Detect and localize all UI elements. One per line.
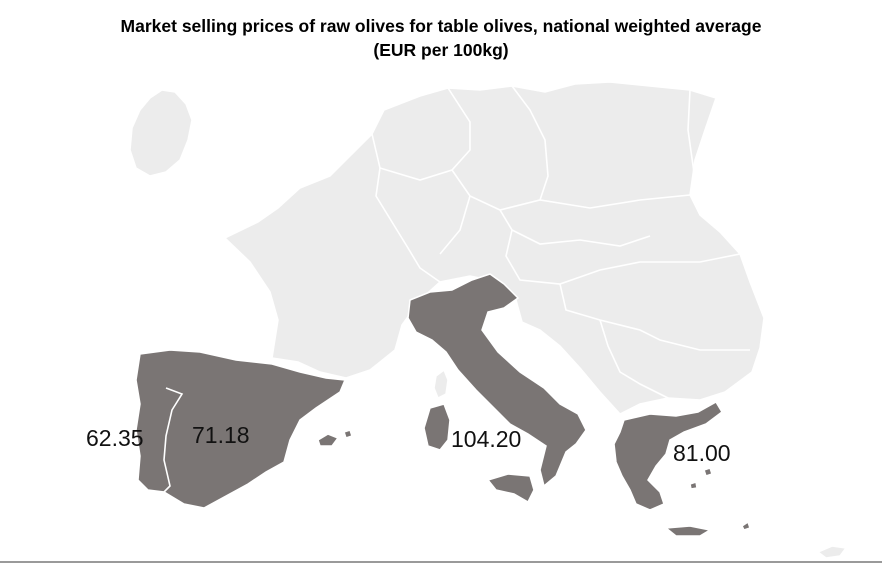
region-iberia xyxy=(135,349,347,509)
bottom-divider xyxy=(0,561,882,563)
value-greece: 81.00 xyxy=(673,440,731,466)
title-line-2: (EUR per 100kg) xyxy=(373,40,509,60)
country-borders xyxy=(371,85,750,399)
region-aegean-1 xyxy=(703,467,713,477)
background-land xyxy=(129,81,848,559)
region-aegean-3 xyxy=(741,520,751,531)
highlighted-countries xyxy=(135,273,751,537)
region-sicily xyxy=(486,473,535,504)
land-ireland xyxy=(129,89,193,177)
region-balearics xyxy=(317,433,340,447)
region-sardinia xyxy=(423,403,451,451)
region-crete xyxy=(664,525,713,537)
value-portugal: 62.35 xyxy=(86,425,144,451)
region-italy xyxy=(407,273,587,488)
value-italy: 104.20 xyxy=(451,426,522,452)
map-title: Market selling prices of raw olives for … xyxy=(0,14,882,62)
region-greece xyxy=(613,400,723,511)
region-balearics-small xyxy=(343,429,353,439)
value-spain: 71.18 xyxy=(192,422,250,448)
region-aegean-2 xyxy=(689,481,698,490)
border-portugal-spain xyxy=(163,387,184,493)
title-line-1: Market selling prices of raw olives for … xyxy=(120,16,762,36)
land-corsica xyxy=(433,368,449,400)
land-mainland xyxy=(223,81,765,415)
land-cyprus xyxy=(816,545,848,559)
